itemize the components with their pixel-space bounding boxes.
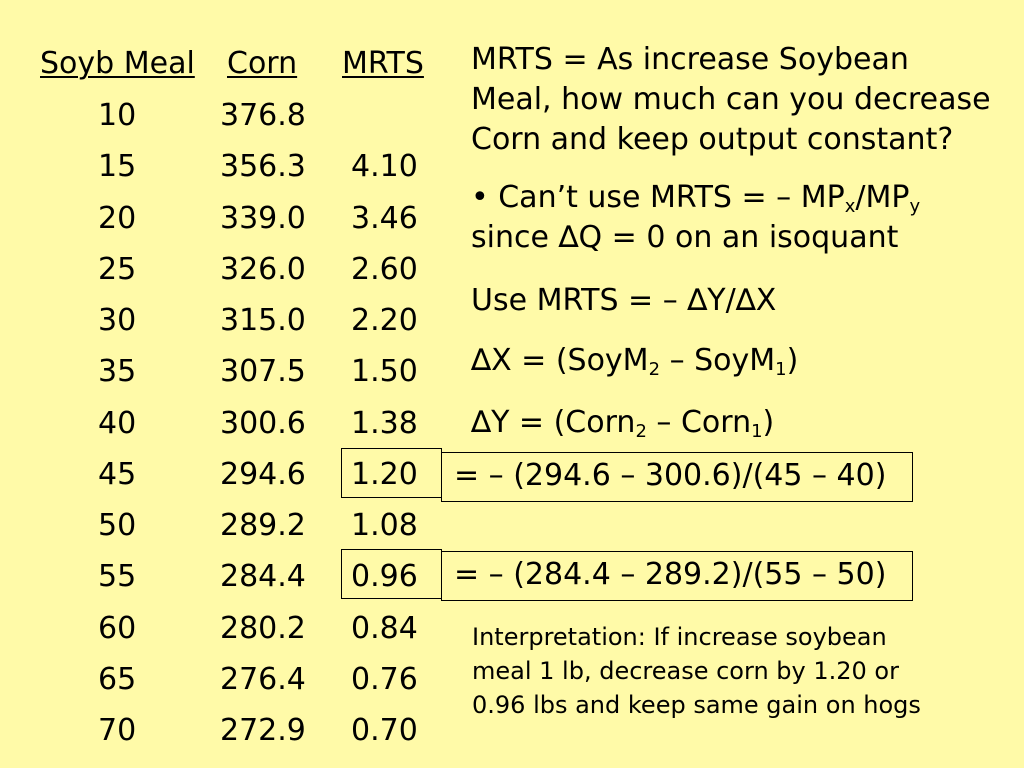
soy-cell: 15 (98, 149, 137, 184)
soy-cell: 50 (98, 508, 137, 543)
corn-cell: 280.2 (220, 611, 306, 646)
header-corn: Corn (227, 46, 298, 81)
bullet-cant-use: • Can’t use MRTS = – MPx/MPy since ∆Q = … (471, 178, 920, 258)
corn-cell: 326.0 (220, 252, 306, 287)
soy-cell: 45 (98, 457, 137, 492)
mrts-cell: 0.84 (351, 611, 418, 646)
interpretation-line-2: meal 1 lb, decrease corn by 1.20 or (472, 657, 899, 685)
corn-cell: 307.5 (220, 354, 306, 389)
use-formula: Use MRTS = – ∆Y/∆X (471, 283, 777, 318)
soy-cell: 65 (98, 662, 137, 697)
corn-cell: 356.3 (220, 149, 306, 184)
soy-cell: 55 (98, 559, 137, 594)
delta-y-sub-1: 2 (635, 421, 647, 442)
mrts-cell: 0.76 (351, 662, 418, 697)
delta-y-text-c: ) (762, 405, 775, 440)
definition-line-2: Meal, how much can you decrease (471, 82, 991, 117)
interpretation-line-1: Interpretation: If increase soybean (472, 623, 887, 651)
corn-cell: 376.8 (220, 98, 306, 133)
mrts-cell: 1.20 (351, 457, 418, 492)
delta-y-text-a: ∆Y = (Corn (471, 405, 636, 440)
corn-cell: 300.6 (220, 406, 306, 441)
delta-x-sub-2: 1 (775, 359, 787, 380)
corn-cell: 289.2 (220, 508, 306, 543)
mrts-cell: 4.10 (351, 149, 418, 184)
bullet-text-a: • Can’t use MRTS = – MP (471, 180, 845, 215)
corn-cell: 272.9 (220, 713, 306, 748)
soy-cell: 25 (98, 252, 137, 287)
soy-cell: 40 (98, 406, 137, 441)
mrts-cell: 1.38 (351, 406, 418, 441)
delta-x-formula: ∆X = (SoyM2 – SoyM1) (471, 341, 798, 381)
corn-cell: 294.6 (220, 457, 306, 492)
mrts-definition: MRTS = As increase Soybean Meal, how muc… (471, 40, 991, 160)
bullet-line-1: • Can’t use MRTS = – MPx/MPy (471, 178, 920, 218)
definition-line-3: Corn and keep output constant? (471, 122, 954, 157)
delta-x-text-c: ) (786, 343, 799, 378)
corn-cell: 284.4 (220, 559, 306, 594)
bullet-text-b: /MP (855, 180, 910, 215)
soy-cell: 60 (98, 611, 137, 646)
delta-y-text-b: – Corn (646, 405, 752, 440)
delta-x-sub-1: 2 (648, 359, 661, 380)
soy-cell: 35 (98, 354, 137, 389)
mrts-cell: 0.96 (351, 559, 418, 594)
soy-cell: 70 (98, 713, 137, 748)
interpretation-line-3: 0.96 lbs and keep same gain on hogs (472, 691, 921, 719)
delta-x-text-b: – SoyM (660, 343, 776, 378)
mrts-cell: 1.08 (351, 508, 418, 543)
delta-y-sub-2: 1 (751, 421, 763, 442)
mrts-cell: 2.60 (351, 252, 418, 287)
header-soybean-meal: Soyb Meal (40, 46, 195, 81)
corn-cell: 339.0 (220, 201, 306, 236)
calculation-box-1: = – (294.6 – 300.6)/(45 – 40) (441, 452, 913, 502)
corn-cell: 276.4 (220, 662, 306, 697)
header-mrts: MRTS (342, 46, 424, 81)
soy-cell: 10 (98, 98, 137, 133)
delta-x-text-a: ∆X = (SoyM (471, 343, 649, 378)
interpretation-text: Interpretation: If increase soybean meal… (472, 620, 921, 722)
subscript-y: y (909, 196, 921, 217)
mrts-cell: 0.70 (351, 713, 418, 748)
subscript-x: x (844, 196, 856, 217)
corn-cell: 315.0 (220, 303, 306, 338)
mrts-cell: 3.46 (351, 201, 418, 236)
definition-line-1: MRTS = As increase Soybean (471, 42, 909, 77)
soy-cell: 20 (98, 201, 137, 236)
mrts-cell: 2.20 (351, 303, 418, 338)
highlight-box-mrts-0-96 (341, 549, 442, 599)
soy-cell: 30 (98, 303, 137, 338)
calculation-box-2: = – (284.4 – 289.2)/(55 – 50) (441, 551, 913, 601)
highlight-box-mrts-1-20 (341, 448, 442, 498)
bullet-line-2: since ∆Q = 0 on an isoquant (471, 220, 899, 255)
delta-y-formula: ∆Y = (Corn2 – Corn1) (471, 403, 774, 443)
mrts-cell: 1.50 (351, 354, 418, 389)
